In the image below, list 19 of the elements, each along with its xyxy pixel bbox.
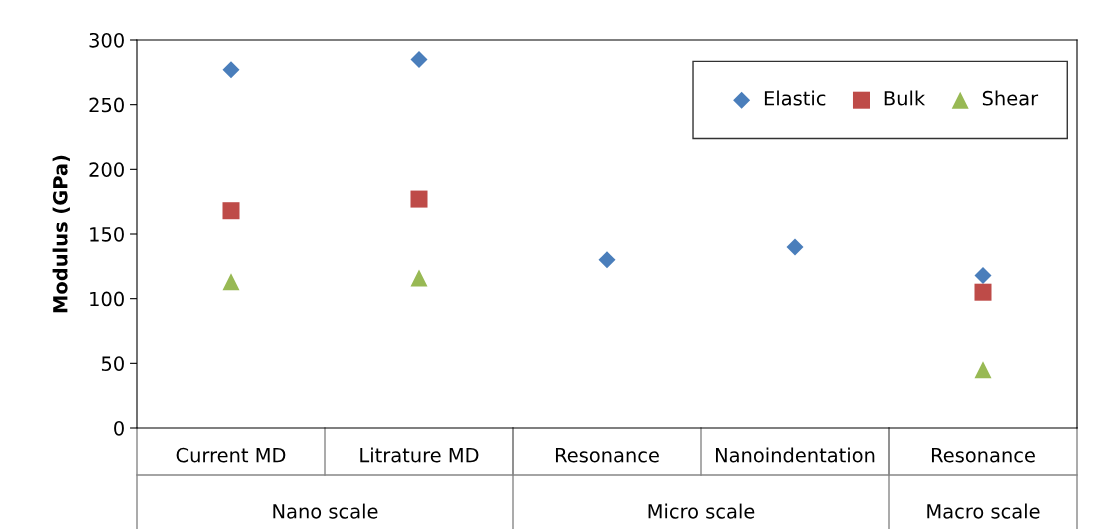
- text: Macro scale: [927, 503, 1040, 519]
- y-axis-title: Modulus (GPa): [52, 155, 70, 313]
- legend-label: Shear: [982, 90, 1039, 106]
- y-tick-label: 250: [89, 97, 124, 113]
- y-tick-label: 150: [90, 226, 124, 242]
- y-tick-label: 0: [114, 420, 124, 436]
- y-tick-label: 50: [101, 356, 124, 371]
- x-tick-label: Resonance: [931, 448, 1035, 463]
- x-tick-label: Nanoindentation: [716, 447, 875, 463]
- y-tick-label: 200: [89, 162, 124, 177]
- text: Nano scale: [273, 503, 378, 519]
- y-tick-label: 300: [89, 32, 124, 48]
- y-tick-label: 100: [90, 291, 124, 307]
- legend-label: Elastic: [764, 90, 826, 106]
- legend-label: Bulk: [884, 90, 926, 106]
- text: Micro scale: [648, 503, 755, 519]
- x-tick-label: Current MD: [176, 447, 286, 463]
- x-tick-label: Litrature MD: [360, 447, 479, 463]
- x-tick-label: Resonance: [555, 448, 659, 463]
